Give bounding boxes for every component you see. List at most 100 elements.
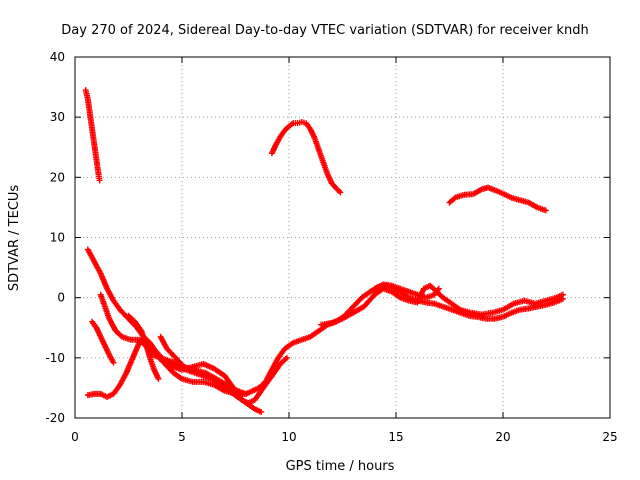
data-point-interp	[387, 288, 394, 295]
data-point-interp	[515, 196, 522, 203]
x-tick-label: 15	[388, 430, 403, 444]
data-point-interp	[90, 257, 97, 264]
data-point-interp	[498, 307, 505, 314]
data-point-interp	[248, 388, 255, 395]
data-point-interp	[297, 337, 304, 344]
data-point-interp	[96, 332, 103, 339]
data-point-interp	[105, 350, 112, 357]
series-arc-1	[82, 87, 103, 184]
data-point-interp	[233, 387, 240, 394]
data-point-interp	[103, 284, 110, 291]
x-tick-label: 0	[71, 430, 79, 444]
data-point-interp	[315, 145, 322, 152]
data-point-interp	[404, 297, 411, 304]
data-point-interp	[477, 187, 484, 194]
data-point-interp	[327, 320, 334, 327]
data-point-interp	[96, 390, 103, 397]
data-point-interp	[134, 336, 141, 343]
x-tick-label: 10	[281, 430, 296, 444]
data-point-interp	[170, 352, 177, 359]
y-tick-label: 40	[50, 50, 65, 64]
axis-ticks: 0 5 10 15 20 25 -20 -10 0 10 20 30 40	[45, 50, 617, 444]
data-point-interp	[109, 358, 116, 365]
data-point-interp	[146, 353, 153, 360]
grid	[75, 57, 610, 418]
data-point-interp	[101, 341, 108, 348]
data-point-interp	[305, 334, 312, 341]
data-point-interp	[509, 301, 516, 308]
data-point-interp	[269, 371, 276, 378]
data-point-interp	[532, 203, 539, 210]
data-point-interp	[222, 381, 229, 388]
data-point-interp	[209, 381, 216, 388]
data-point-interp	[468, 191, 475, 198]
y-tick-label: 30	[50, 110, 65, 124]
data-point-interp	[101, 301, 108, 308]
data-point-interp	[330, 182, 337, 189]
data-point-interp	[551, 295, 558, 302]
data-point-interp	[282, 356, 289, 363]
series-arc-3	[446, 184, 549, 214]
y-axis-label: SDTVAR / TECUs	[7, 185, 22, 292]
y-tick-label: -10	[45, 351, 65, 365]
data-point-interp	[515, 307, 522, 314]
data-point-interp	[177, 374, 184, 381]
data-point-interp	[506, 310, 513, 317]
data-points	[82, 87, 566, 415]
data-point-interp	[466, 309, 473, 316]
series-arc-9	[157, 333, 250, 397]
data-point-interp	[276, 134, 283, 141]
data-point-interp	[404, 288, 411, 295]
data-point-interp	[116, 331, 123, 338]
data-point-interp	[541, 206, 548, 213]
data-point-interp	[323, 169, 330, 176]
data-point-interp	[523, 199, 530, 206]
y-tick-label: 0	[57, 291, 65, 305]
data-point-interp	[92, 323, 99, 330]
data-point-interp	[257, 389, 264, 396]
data-point-interp	[109, 296, 116, 303]
series-arc-2	[268, 118, 344, 196]
data-point-interp	[438, 303, 445, 310]
series-arc-6	[89, 318, 117, 366]
data-point-interp	[387, 282, 394, 289]
data-point-interp	[288, 121, 295, 128]
data-point-interp	[250, 404, 257, 411]
data-point-interp	[337, 316, 344, 323]
y-tick-label: -20	[45, 411, 65, 425]
data-point-interp	[489, 186, 496, 193]
plot-frame	[74, 56, 611, 419]
data-point-interp	[122, 371, 129, 378]
series-arc-7	[97, 291, 265, 415]
series-arc-10	[318, 282, 566, 328]
data-point-interp	[155, 354, 162, 361]
data-point-interp	[395, 293, 402, 300]
data-point-interp	[96, 175, 103, 182]
data-point-interp	[455, 305, 462, 312]
x-tick-label: 20	[495, 430, 510, 444]
x-axis-label: GPS time / hours	[286, 459, 395, 474]
data-point-interp	[498, 189, 505, 196]
data-point-interp	[306, 124, 313, 131]
data-point-interp	[96, 269, 103, 276]
data-point-interp	[347, 306, 354, 313]
data-point-interp	[450, 196, 457, 203]
data-point-interp	[319, 157, 326, 164]
data-point-interp	[115, 383, 122, 390]
x-tick-label: 5	[178, 430, 186, 444]
data-point-interp	[179, 362, 186, 369]
x-tick-label: 25	[602, 430, 617, 444]
y-tick-label: 10	[50, 231, 65, 245]
series-arc-11	[371, 281, 442, 301]
chart-title: Day 270 of 2024, Sidereal Day-to-day VTE…	[61, 23, 588, 38]
data-point-interp	[348, 310, 355, 317]
data-point-interp	[281, 357, 288, 364]
data-point-interp	[200, 369, 207, 376]
data-point-interp	[369, 294, 376, 301]
data-point-interp	[300, 119, 307, 126]
series-arc-8	[125, 312, 162, 382]
data-point-interp	[541, 298, 548, 305]
data-point-interp	[429, 300, 436, 307]
data-point-interp	[178, 361, 185, 368]
